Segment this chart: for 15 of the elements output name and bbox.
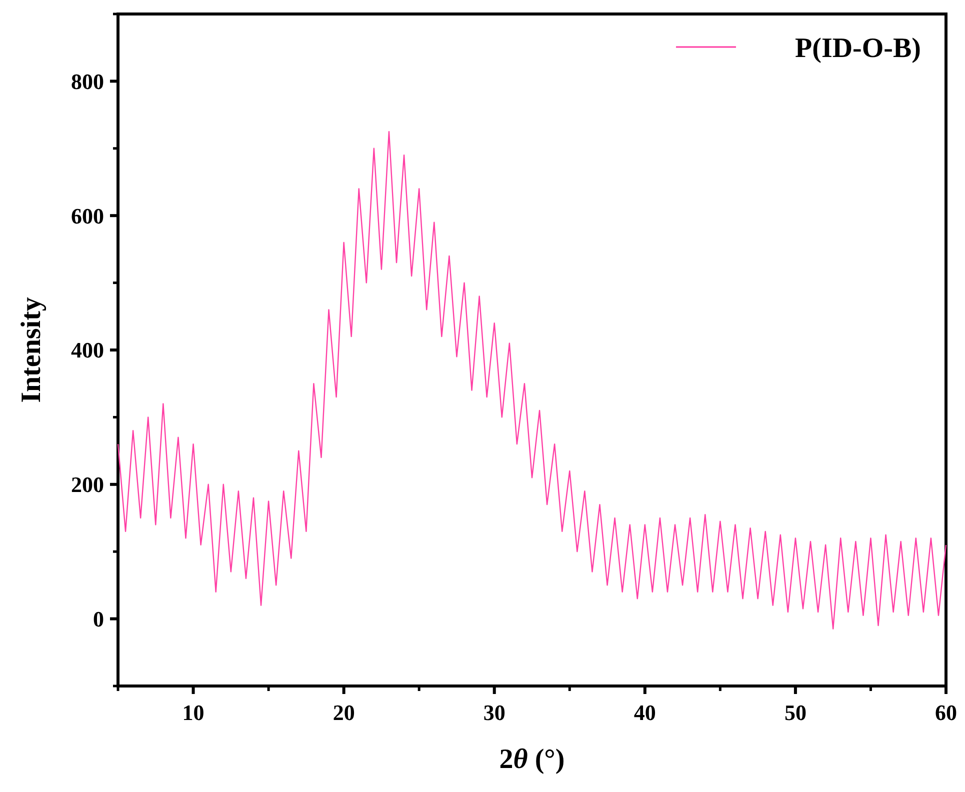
text: Intensity [16, 297, 47, 403]
y-tick-label: 200 [71, 472, 104, 498]
x-tick-label: 10 [182, 700, 204, 725]
x-tick-label: 40 [634, 700, 656, 725]
x-tick-label: 50 [784, 700, 806, 725]
legend-label: P(ID-O-B) [795, 32, 921, 64]
x-tick-label: 60 [935, 700, 957, 725]
y-tick-label: 0 [93, 606, 104, 632]
x-tick-label: 30 [483, 700, 506, 725]
x-tick-label: 20 [332, 700, 355, 725]
y-tick-label: 600 [71, 203, 104, 228]
y-tick-label: 400 [71, 338, 104, 363]
y-tick-label: 800 [71, 68, 104, 94]
line-series [117, 131, 947, 630]
x-axis-title: 2θ (°) [499, 744, 565, 775]
